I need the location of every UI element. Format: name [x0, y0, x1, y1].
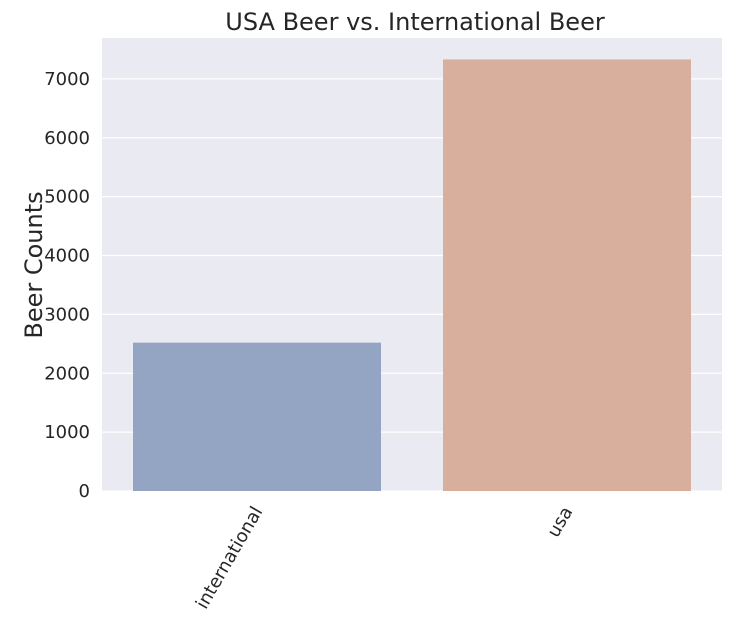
chart-title: USA Beer vs. International Beer	[225, 8, 605, 36]
y-tick-label: 4000	[44, 246, 90, 267]
y-tick-label: 7000	[44, 69, 90, 90]
y-tick-label: 2000	[44, 363, 90, 384]
bars	[133, 59, 691, 491]
y-tick-labels: 0 1000 2000 3000 4000 5000 6000 7000	[44, 69, 90, 502]
y-tick-label: 3000	[44, 304, 90, 325]
bar-international	[133, 342, 381, 491]
y-tick-label: 0	[79, 481, 90, 502]
y-tick-label: 6000	[44, 128, 90, 149]
bar-usa	[443, 59, 691, 491]
y-tick-label: 5000	[44, 187, 90, 208]
y-tick-label: 1000	[44, 422, 90, 443]
x-tick-label: usa	[543, 503, 577, 541]
y-axis-label: Beer Counts	[20, 191, 48, 338]
x-tick-labels: international usa	[192, 503, 577, 613]
x-tick-label: international	[192, 503, 267, 613]
